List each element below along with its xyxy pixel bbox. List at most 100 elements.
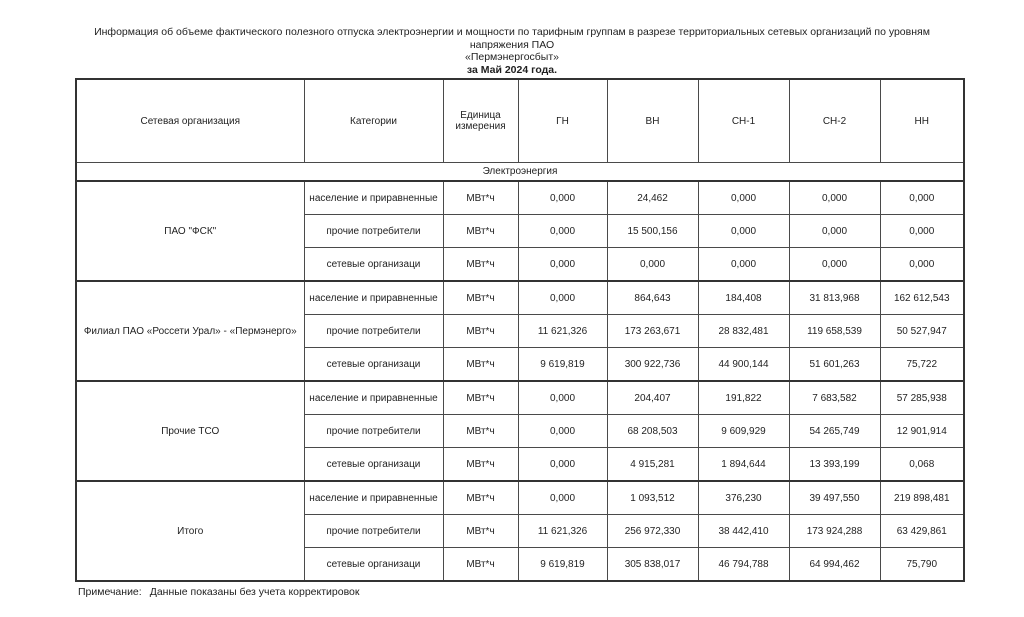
table-row: прочие потребители МВт*ч 0,000 15 500,156 0,…	[76, 214, 965, 248]
unit-cell: МВт*ч	[442, 180, 519, 215]
column-header-gn: ГН	[517, 78, 608, 163]
value-cell: 12 901,914	[879, 414, 965, 448]
value-cell: 9 619,819	[517, 347, 608, 382]
value-cell: 0,000	[879, 180, 965, 215]
value-cell: 54 265,749	[788, 414, 881, 448]
category-cell: население и приравненные	[303, 280, 444, 315]
value-cell: 0,000	[697, 180, 790, 215]
value-cell: 864,643	[606, 280, 699, 315]
value-cell: 204,407	[606, 380, 699, 415]
value-cell: 38 442,410	[697, 514, 790, 548]
table-row: Прочие ТСО население и приравненные МВт*ч 0…	[75, 380, 965, 482]
value-cell: 0,000	[788, 180, 881, 215]
page-title-period: за Май 2024 года.	[466, 63, 558, 76]
column-header-nn: НН	[879, 78, 965, 163]
unit-cell: МВт*ч	[442, 514, 519, 548]
value-cell: 51 601,263	[788, 347, 881, 382]
value-cell: 0,000	[517, 414, 608, 448]
unit-cell: МВт*ч	[442, 314, 519, 348]
table-row: прочие потребители МВт*ч 0,000 68 208,503 9 …	[76, 414, 965, 448]
value-cell: 0,000	[517, 280, 608, 315]
unit-cell: МВт*ч	[442, 414, 519, 448]
table-row: ПАО "ФСК" население и приравненные МВт*ч 0,…	[75, 180, 965, 282]
value-cell: 28 832,481	[697, 314, 790, 348]
value-cell: 0,000	[697, 214, 790, 248]
value-cell: 44 900,144	[697, 347, 790, 382]
category-cell: сетевые организаци	[303, 347, 444, 382]
table-header-row: Сетевая организация Категории Единица из…	[75, 78, 965, 163]
value-cell: 57 285,938	[879, 380, 965, 415]
table-row: прочие потребители МВт*ч 11 621,326 256 972…	[76, 514, 965, 548]
column-header-sn2: СН-2	[788, 78, 881, 163]
value-cell: 64 994,462	[788, 547, 881, 582]
value-cell: 63 429,861	[879, 514, 965, 548]
column-header-vn: ВН	[606, 78, 699, 163]
value-cell: 305 838,017	[606, 547, 699, 582]
category-cell: сетевые организаци	[303, 247, 444, 282]
table-row: Итого население и приравненные МВт*ч 0,000 1…	[75, 480, 965, 582]
value-cell: 0,000	[788, 214, 881, 248]
value-cell: 184,408	[697, 280, 790, 315]
unit-cell: МВт*ч	[442, 547, 519, 582]
value-cell: 9 609,929	[697, 414, 790, 448]
value-cell: 0,000	[606, 247, 699, 282]
page-title-line1: Информация об объеме фактического полезн…	[94, 26, 930, 51]
value-cell: 9 619,819	[517, 547, 608, 582]
value-cell: 0,068	[879, 447, 965, 482]
unit-cell: МВт*ч	[442, 447, 519, 482]
org-cell: ПАО "ФСК"	[75, 180, 305, 282]
table-row: сетевые организаци МВт*ч 9 619,819 305 838,…	[76, 547, 965, 582]
value-cell: 75,722	[879, 347, 965, 382]
value-cell: 13 393,199	[788, 447, 881, 482]
value-cell: 162 612,543	[879, 280, 965, 315]
value-cell: 119 658,539	[788, 314, 881, 348]
value-cell: 173 924,288	[788, 514, 881, 548]
section-header-row: Электроэнергия	[75, 162, 965, 182]
category-cell: прочие потребители	[303, 514, 444, 548]
value-cell: 0,000	[517, 247, 608, 282]
unit-cell: МВт*ч	[442, 214, 519, 248]
column-header-org: Сетевая организация	[75, 78, 305, 163]
value-cell: 46 794,788	[697, 547, 790, 582]
value-cell: 31 813,968	[788, 280, 881, 315]
value-cell: 11 621,326	[517, 514, 608, 548]
value-cell: 0,000	[788, 247, 881, 282]
category-cell: население и приравненные	[303, 480, 444, 515]
value-cell: 300 922,736	[606, 347, 699, 382]
value-cell: 0,000	[517, 380, 608, 415]
org-cell: Филиал ПАО «Россети Урал» - «Пермэнерго»	[75, 280, 305, 382]
value-cell: 191,822	[697, 380, 790, 415]
column-header-sn1: СН-1	[697, 78, 790, 163]
value-cell: 0,000	[517, 447, 608, 482]
column-header-unit: Единица измерения	[442, 78, 519, 163]
value-cell: 15 500,156	[606, 214, 699, 248]
page-title: Информация об объеме фактического полезн…	[68, 26, 956, 76]
category-cell: население и приравненные	[303, 180, 444, 215]
category-cell: прочие потребители	[303, 314, 444, 348]
value-cell: 0,000	[517, 214, 608, 248]
value-cell: 0,000	[517, 480, 608, 515]
category-cell: сетевые организаци	[303, 547, 444, 582]
value-cell: 0,000	[697, 247, 790, 282]
table-row: Филиал ПАО «Россети Урал» - «Пермэнерго»…	[75, 280, 965, 382]
value-cell: 1 093,512	[606, 480, 699, 515]
unit-cell: МВт*ч	[442, 280, 519, 315]
section-header: Электроэнергия	[75, 162, 965, 182]
category-cell: сетевые организаци	[303, 447, 444, 482]
note-label: Примечание:	[78, 586, 142, 598]
value-cell: 24,462	[606, 180, 699, 215]
table-row: сетевые организаци МВт*ч 0,000 4 915,281 1 8…	[76, 447, 965, 482]
value-cell: 4 915,281	[606, 447, 699, 482]
value-cell: 0,000	[879, 247, 965, 282]
unit-cell: МВт*ч	[442, 380, 519, 415]
report-table: Сетевая организация Категории Единица из…	[75, 78, 965, 582]
value-cell: 50 527,947	[879, 314, 965, 348]
unit-cell: МВт*ч	[442, 247, 519, 282]
value-cell: 173 263,671	[606, 314, 699, 348]
value-cell: 0,000	[879, 214, 965, 248]
value-cell: 7 683,582	[788, 380, 881, 415]
category-cell: население и приравненные	[303, 380, 444, 415]
value-cell: 1 894,644	[697, 447, 790, 482]
table-row: прочие потребители МВт*ч 11 621,326 173 263…	[76, 314, 965, 348]
note-text: Данные показаны без учета корректировок	[149, 586, 360, 598]
